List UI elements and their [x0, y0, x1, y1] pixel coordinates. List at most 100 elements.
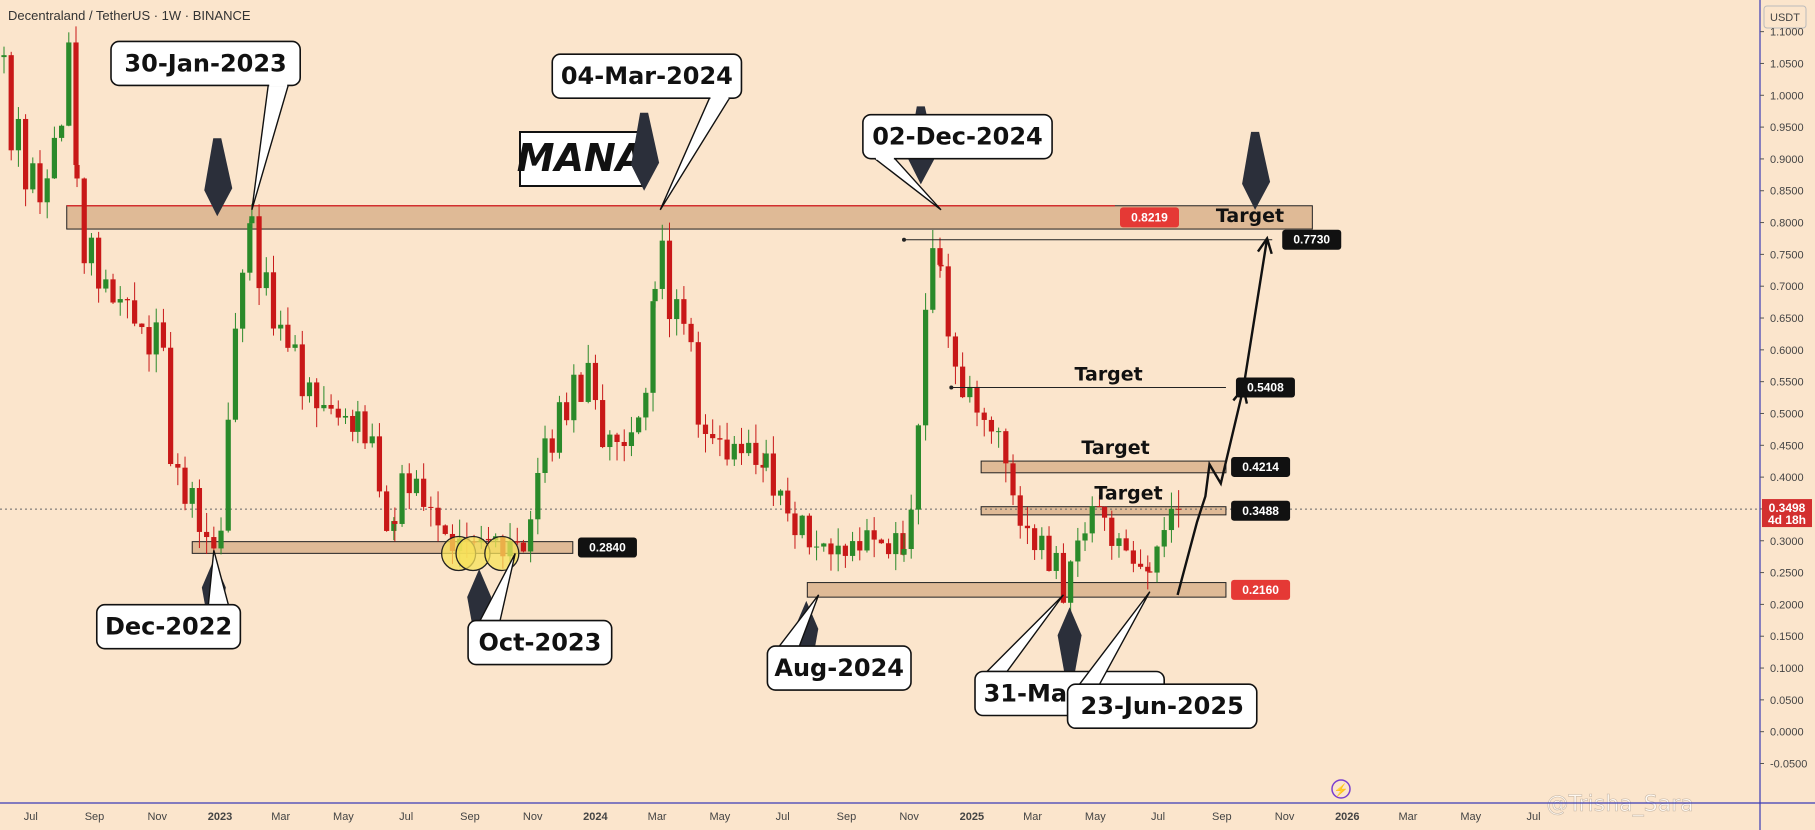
x-tick-label: Jul [1526, 811, 1540, 823]
y-tick-label: 0.6000 [1770, 345, 1804, 357]
candle-body [270, 272, 277, 329]
callout-joint [269, 83, 288, 87]
target-line-dot [902, 237, 906, 242]
zone-3 [980, 460, 1227, 474]
highlight-circle-2 [484, 535, 520, 572]
candle-body [1123, 538, 1129, 551]
candle-body [1060, 552, 1067, 603]
callout-label-3: Dec-2022 [105, 613, 232, 641]
candle-body [578, 374, 584, 402]
candle-body [355, 411, 361, 432]
candle-body [520, 542, 527, 552]
x-tick-label: Sep [837, 811, 857, 823]
annotations: 0.8219 Target 0.2840 0.2160 0.4214 Target 0.34… [95, 40, 1694, 817]
candle-body [124, 299, 131, 301]
candle-body [211, 537, 217, 549]
candle-body [753, 442, 759, 465]
zone-tag-3-bg [1231, 456, 1291, 477]
zone-tag-1: 0.2840 [589, 541, 626, 555]
callout-box-2 [862, 113, 1053, 160]
candle-body [362, 411, 368, 444]
candle-body [247, 223, 253, 273]
candle-body [175, 464, 181, 468]
candle-body [1145, 566, 1151, 572]
candle-body [413, 478, 420, 494]
callout-joint [481, 621, 500, 625]
candle-body [59, 125, 65, 138]
candle-body [132, 300, 138, 324]
x-tick-label: Mar [1023, 811, 1042, 823]
callout-box-1 [551, 53, 743, 99]
candle-body [1154, 546, 1160, 573]
x-tick-label: 2023 [208, 811, 232, 823]
callout-pointer-1 [659, 97, 731, 211]
candle-body [81, 178, 87, 264]
candle-body [1116, 538, 1122, 546]
candle-body [650, 301, 656, 393]
candle-body [66, 42, 72, 126]
x-tick-label: Jul [1151, 811, 1165, 823]
candle-body [421, 478, 427, 507]
candle-body [688, 323, 694, 343]
candle-body [960, 366, 966, 398]
y-tick-label: 0.5000 [1770, 408, 1804, 420]
y-tick-label: 0.1000 [1770, 663, 1804, 675]
candle-body [196, 488, 203, 532]
down-arrow-0 [204, 138, 233, 217]
candle-body [1109, 517, 1115, 546]
candle-body [110, 279, 116, 303]
x-tick-label: 2025 [960, 811, 984, 823]
target-label-line-1: Target [1074, 364, 1142, 386]
target-label-3: Target [1081, 437, 1149, 459]
zone-tag-2: 0.2160 [1242, 583, 1279, 597]
callout-joint [780, 647, 799, 651]
candle-body [435, 507, 441, 526]
x-tick-label: Sep [1212, 811, 1232, 823]
candle-body [785, 490, 791, 514]
candle-body [350, 415, 356, 432]
candle-body [1046, 535, 1052, 571]
candle-body [342, 415, 349, 418]
candle-body [652, 288, 658, 302]
x-tick-label: Jul [776, 811, 790, 823]
candle-body [225, 419, 231, 531]
candle-body [930, 248, 936, 310]
candle-body [399, 473, 405, 524]
candle-body [1039, 535, 1045, 551]
candle-body [878, 539, 884, 544]
candle-body [571, 374, 577, 421]
candle-body [44, 178, 50, 203]
zone-tag-4-bg [1231, 500, 1291, 521]
y-tick-label: 0.8500 [1770, 186, 1804, 198]
callout-label-0: 30-Jan-2023 [124, 49, 286, 77]
candle-body [556, 402, 563, 453]
line-tag-1-bg [1235, 377, 1295, 398]
candle-body [442, 525, 448, 534]
callout-box-5 [766, 645, 912, 691]
candle-body [885, 543, 892, 555]
y-tick-label: 0.9500 [1770, 122, 1804, 134]
projection-path [1176, 238, 1269, 596]
candle-body [607, 434, 613, 448]
candle-body [1053, 552, 1059, 571]
callout-joint [988, 672, 1006, 676]
callout-box-3 [95, 603, 242, 650]
x-tick-label: 2026 [1335, 811, 1359, 823]
candle-body [335, 408, 341, 418]
y-tick-label: 0.2000 [1770, 599, 1804, 611]
candle-body [777, 490, 784, 496]
x-tick-label: Nov [523, 811, 543, 823]
candle-body [763, 453, 769, 468]
candle-body [1032, 528, 1038, 551]
current-price-countdown: 4d 18h [1768, 513, 1806, 527]
candle-body [292, 344, 298, 348]
y-tick-label: 0.2500 [1770, 568, 1804, 580]
candle-body [760, 464, 766, 468]
candle-body [153, 322, 159, 355]
candle-body [285, 324, 291, 348]
candle-body [564, 402, 570, 421]
candle-body [369, 436, 375, 444]
candle-body [849, 541, 856, 556]
